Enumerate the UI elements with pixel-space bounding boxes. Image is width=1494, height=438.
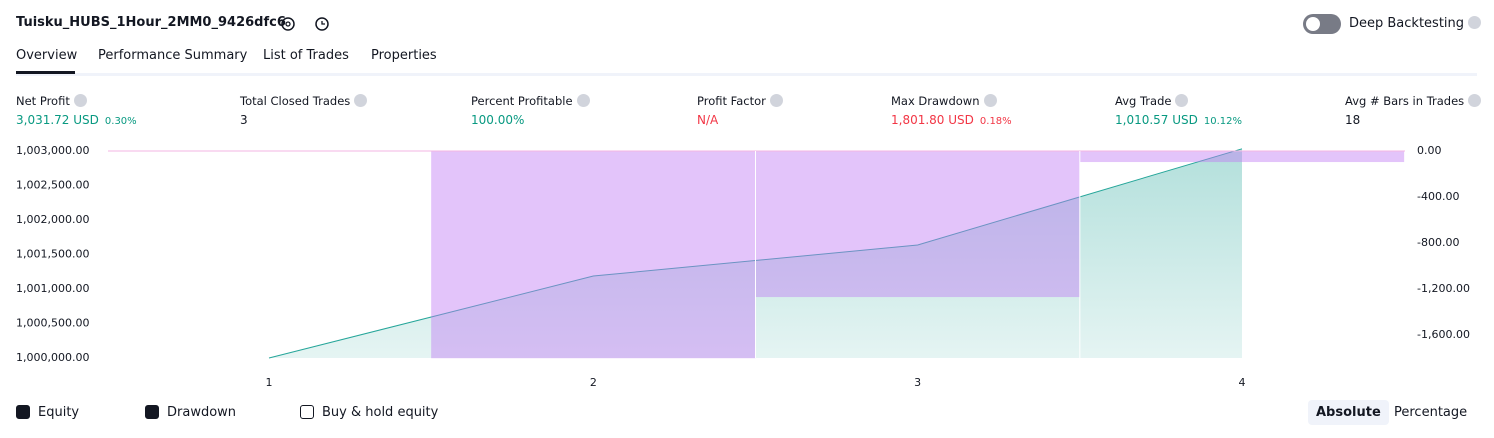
legend-item[interactable]: Buy & hold equity [300, 405, 438, 420]
metric-label-text: Max Drawdown [891, 94, 980, 108]
metric-value-text: N/A [697, 113, 719, 127]
metric-extra: 10.12% [1203, 116, 1243, 127]
separator [16, 73, 1477, 76]
metric-label: Max Drawdown [891, 94, 997, 108]
y-tick-label: 1,003,000.00 [16, 144, 89, 157]
y-tick-label: 1,001,500.00 [16, 248, 89, 261]
metric-value-text: 18 [1345, 113, 1361, 127]
metric-label: Avg # Bars in Trades [1345, 94, 1482, 108]
metric-label-text: Avg # Bars in Trades [1345, 94, 1465, 108]
help-icon [73, 94, 87, 107]
metric-value: 1,801.80 USD 0.18% [891, 113, 1012, 127]
metric-label: Avg Trade [1115, 94, 1189, 108]
y-tick-label: 1,002,000.00 [16, 213, 89, 226]
metric-label-text: Avg Trade [1115, 94, 1172, 108]
x-tick-label: 3 [914, 376, 921, 389]
y2-tick-label: -1,200.00 [1417, 282, 1470, 295]
metric-label-text: Net Profit [16, 94, 70, 108]
x-tick-label: 4 [1238, 376, 1245, 389]
legend-label: Drawdown [167, 405, 237, 420]
metric-value-text: 1,010.57 USD [1115, 113, 1198, 127]
legend-item[interactable]: Equity [16, 405, 79, 420]
y-tick-label: 1,002,500.00 [16, 179, 89, 192]
active-tab-underline [16, 71, 75, 74]
tab[interactable]: Performance Summary [98, 48, 248, 63]
metric-label-text: Profit Factor [697, 94, 766, 108]
metric-label-text: Total Closed Trades [240, 94, 351, 108]
tab[interactable]: Properties [371, 48, 437, 63]
chart: 1,000,000.00 1,000,500.00 1,001,000.00 1,00… [16, 144, 1470, 389]
x-tick-label: 2 [590, 376, 597, 389]
metric-value-text: 3 [240, 113, 248, 127]
x-tick-label: 1 [266, 376, 273, 389]
help-icon [769, 94, 783, 107]
checkbox [145, 405, 159, 419]
y2-tick-label: 0.00 [1417, 144, 1442, 157]
metric-value: 18 [1345, 113, 1360, 127]
metric-label: Net Profit [16, 94, 87, 108]
metric-value-text: 100.00% [471, 113, 525, 127]
metric-label-text: Percent Profitable [471, 94, 573, 108]
checkbox [16, 405, 30, 419]
metric-extra: 0.18% [979, 116, 1012, 127]
legend-label: Equity [38, 405, 80, 420]
y-tick-label: 1,000,500.00 [16, 317, 89, 330]
y2-tick-label: -1,600.00 [1417, 328, 1470, 341]
metric-extra: 0.30% [104, 116, 137, 127]
metric-value-text: 1,801.80 USD [891, 113, 974, 127]
toggle[interactable] [1303, 14, 1341, 34]
y-tick-label: 1,001,000.00 [16, 282, 89, 295]
y2-tick-label: -400.00 [1417, 190, 1459, 203]
help-icon [576, 94, 590, 107]
mode-button[interactable]: Percentage [1394, 405, 1468, 420]
help-icon [1175, 94, 1189, 107]
help-icon [354, 94, 368, 107]
metric-value: 100.00% [471, 113, 524, 127]
metric-value: 1,010.57 USD 10.12% [1115, 113, 1242, 127]
mode-button[interactable]: Absolute [1308, 400, 1389, 425]
y-tick-label: 1,000,000.00 [16, 351, 89, 364]
strategy-title: Tuisku_HUBS_1Hour_2MM0_9426dfc6 [16, 15, 286, 30]
y2-tick-label: -800.00 [1417, 236, 1459, 249]
equity-area [269, 148, 1242, 358]
tab[interactable]: Overview [16, 48, 78, 63]
metric-value: 3 [240, 113, 248, 127]
toggle-label: Deep Backtesting [1349, 16, 1482, 31]
metric-value: N/A [697, 113, 718, 127]
tab[interactable]: List of Trades [263, 48, 349, 63]
drawdown-bar [431, 151, 756, 359]
legend-item[interactable]: Drawdown [145, 405, 236, 420]
help-icon [1468, 94, 1482, 107]
metric-label: Total Closed Trades [240, 94, 368, 108]
drawdown-bar [1079, 151, 1405, 163]
metric-label: Percent Profitable [471, 94, 590, 108]
metric-value: 3,031.72 USD 0.30% [16, 113, 137, 127]
help-icon [983, 94, 997, 107]
title-icons[interactable] [280, 15, 330, 33]
checkbox [300, 405, 314, 419]
legend-label: Buy & hold equity [322, 405, 439, 420]
metric-label: Profit Factor [697, 94, 783, 108]
drawdown-bar [755, 151, 1080, 298]
metric-value-text: 3,031.72 USD [16, 113, 99, 127]
